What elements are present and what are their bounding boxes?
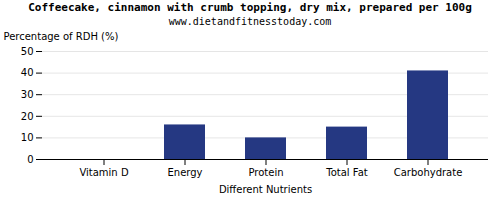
html-text:www.dietandfitnesstoday.com: www.dietandfitnesstoday.com [168, 16, 332, 27]
svg-text:Different Nutrients: Different Nutrients [219, 184, 312, 195]
svg-text:30: 30 [21, 89, 34, 100]
svg-text:Protein: Protein [248, 167, 283, 178]
svg-text:0: 0 [27, 154, 33, 165]
html-text:Coffeecake, cinnamon with crum: Coffeecake, cinnamon with crumb topping,… [28, 1, 472, 14]
svg-text:Vitamin D: Vitamin D [79, 167, 128, 178]
svg-text:Percentage of RDH (%): Percentage of RDH (%) [4, 31, 119, 42]
svg-text:Energy: Energy [167, 167, 202, 178]
svg-text:40: 40 [21, 67, 34, 78]
svg-text:50: 50 [21, 46, 34, 57]
svg-text:10: 10 [21, 132, 34, 143]
svg-text:Total Fat: Total Fat [325, 167, 367, 178]
svg-text:20: 20 [21, 111, 34, 122]
svg-text:Carbohydrate: Carbohydrate [394, 167, 463, 178]
